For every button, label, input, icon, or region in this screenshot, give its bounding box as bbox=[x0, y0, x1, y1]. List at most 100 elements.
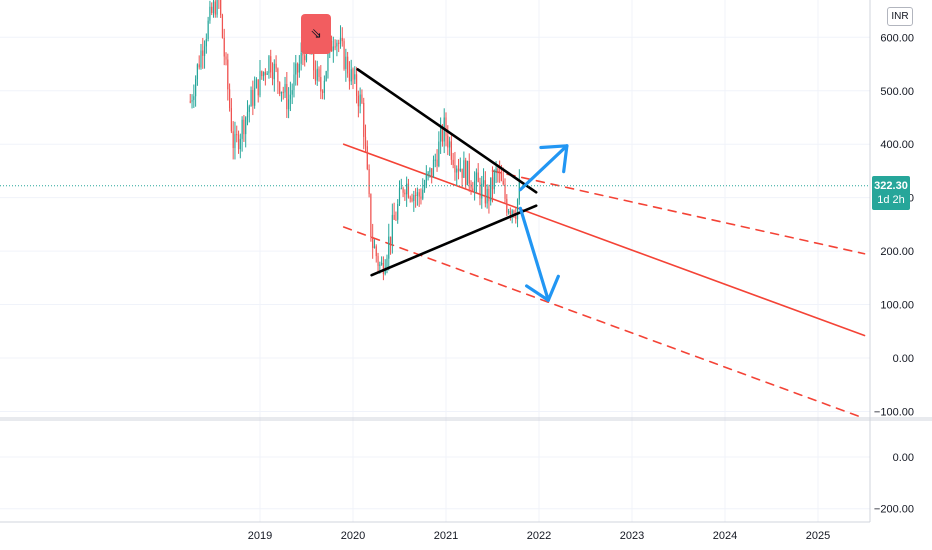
candle-body bbox=[298, 63, 300, 73]
price-axis[interactable]: 600.00500.00400.00300.00200.00100.000.00… bbox=[874, 32, 914, 515]
breakout-up-arrow-head bbox=[539, 144, 569, 150]
candle-body bbox=[379, 264, 381, 266]
breakdown-arrow bbox=[518, 206, 550, 302]
candle-body bbox=[250, 90, 252, 107]
candle-body bbox=[214, 1, 216, 15]
candle-body bbox=[504, 184, 506, 199]
regression-lower-line bbox=[342, 226, 866, 420]
candle-body bbox=[477, 172, 479, 183]
candle-body bbox=[413, 195, 415, 202]
candle-body bbox=[314, 70, 317, 81]
candle-body bbox=[241, 119, 243, 139]
candle-body bbox=[486, 188, 488, 204]
candle-body bbox=[237, 134, 240, 150]
candle-body bbox=[432, 159, 435, 178]
candle-body bbox=[330, 40, 333, 52]
candle-body bbox=[366, 146, 368, 170]
candle-body bbox=[295, 63, 297, 75]
candle-body bbox=[506, 198, 508, 213]
time-axis[interactable]: 2019 2020 2021 2022 2023 2024 2025 bbox=[248, 530, 830, 542]
candle-body bbox=[286, 84, 288, 110]
candle-body bbox=[500, 172, 503, 181]
arrow-down-right-icon[interactable]: ⇘ bbox=[301, 14, 331, 54]
candle-body bbox=[266, 73, 268, 75]
candle-body bbox=[261, 71, 263, 77]
candle-body bbox=[423, 185, 426, 190]
candle-body bbox=[254, 88, 256, 106]
candle-body bbox=[221, 15, 224, 38]
candle-body bbox=[375, 246, 377, 257]
candle-body bbox=[262, 72, 265, 77]
candle-body bbox=[459, 168, 461, 171]
candle-body bbox=[398, 188, 401, 205]
candle-body bbox=[397, 204, 399, 220]
candle-body bbox=[407, 183, 410, 198]
candle-body bbox=[264, 72, 266, 75]
candle-body bbox=[418, 192, 420, 197]
candle-body bbox=[198, 64, 200, 68]
y-tick-label: 100.00 bbox=[880, 300, 914, 312]
candle-body bbox=[422, 189, 424, 199]
candle-body bbox=[411, 198, 413, 202]
candle-body bbox=[288, 99, 290, 110]
candle-body bbox=[447, 135, 449, 148]
candle-body bbox=[282, 91, 284, 93]
candle-body bbox=[381, 262, 383, 265]
candle-body bbox=[393, 214, 395, 220]
candle-body bbox=[395, 219, 397, 221]
candle-body bbox=[325, 71, 327, 81]
candle-body bbox=[513, 210, 515, 216]
candle-body bbox=[207, 20, 209, 40]
candle-body bbox=[234, 134, 236, 148]
candle-body bbox=[425, 174, 427, 186]
candle-body bbox=[463, 160, 465, 178]
candle-body bbox=[227, 59, 229, 90]
candle-body bbox=[239, 138, 241, 150]
candle-body bbox=[345, 56, 347, 69]
candle-body bbox=[304, 55, 306, 61]
candle-body bbox=[291, 90, 293, 95]
last-price-tag: 322.30 1d 2h bbox=[872, 176, 910, 210]
candle-body bbox=[280, 91, 283, 94]
candle-body bbox=[420, 196, 422, 199]
y-tick-label: 200.00 bbox=[880, 246, 914, 258]
y-tick-label: 400.00 bbox=[880, 139, 914, 151]
candle-body bbox=[212, 1, 215, 14]
candle-body bbox=[409, 197, 411, 199]
y-tick-label: −200.00 bbox=[874, 504, 914, 516]
currency-badge[interactable]: INR bbox=[887, 7, 913, 26]
candle-body bbox=[302, 52, 304, 56]
candle-body bbox=[270, 56, 272, 73]
candle-body bbox=[466, 160, 469, 186]
candle-body bbox=[404, 192, 406, 195]
candle-body bbox=[373, 246, 376, 248]
candle-body bbox=[225, 56, 227, 60]
candle-body bbox=[195, 79, 197, 97]
y-tick-label: 500.00 bbox=[880, 86, 914, 98]
candle-body bbox=[507, 211, 510, 213]
candle-body bbox=[475, 172, 478, 181]
candle-body bbox=[414, 195, 417, 197]
x-tick-label: 2021 bbox=[434, 530, 458, 542]
candle-body bbox=[248, 106, 250, 112]
candle-body bbox=[370, 194, 372, 237]
x-tick-label: 2022 bbox=[527, 530, 551, 542]
candle-body bbox=[209, 6, 211, 21]
breakout-up-arrow bbox=[518, 144, 569, 192]
candle-body bbox=[416, 192, 418, 196]
candle-body bbox=[230, 108, 232, 132]
candle-body bbox=[468, 160, 470, 184]
candle-body bbox=[495, 168, 497, 173]
candle-body bbox=[255, 79, 258, 89]
candle-body bbox=[205, 39, 207, 47]
candle-body bbox=[202, 50, 204, 56]
candle-body bbox=[271, 72, 274, 80]
grid bbox=[0, 0, 932, 523]
candle-body bbox=[327, 52, 329, 72]
triangle-upper-line bbox=[356, 68, 538, 194]
candle-body bbox=[406, 183, 408, 195]
regression-channel bbox=[342, 143, 866, 420]
candle-body bbox=[402, 188, 404, 193]
candle-body bbox=[382, 262, 385, 275]
